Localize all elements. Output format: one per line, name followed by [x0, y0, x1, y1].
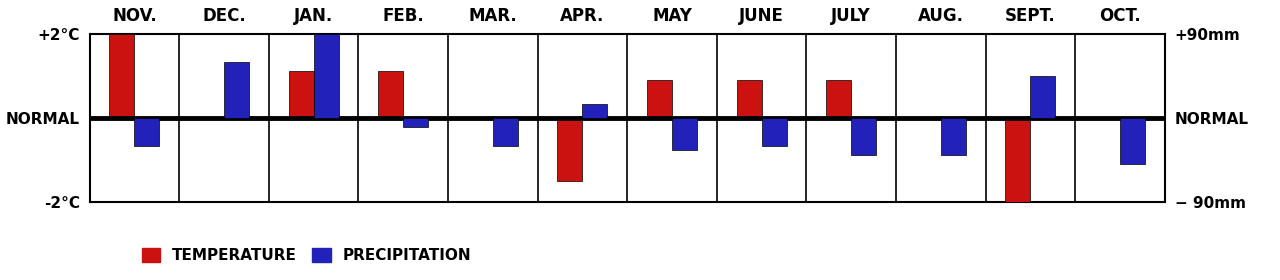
Bar [762, 118, 787, 146]
Bar [314, 34, 339, 118]
Bar [582, 104, 608, 118]
Bar [288, 71, 314, 118]
Bar [134, 118, 160, 146]
Bar [672, 118, 698, 150]
Bar [851, 118, 877, 155]
Legend: TEMPERATURE, PRECIPITATION: TEMPERATURE, PRECIPITATION [136, 242, 477, 270]
Bar [557, 118, 582, 181]
Bar [493, 118, 518, 146]
Bar [1120, 118, 1146, 164]
Bar [109, 34, 134, 118]
Bar [646, 80, 672, 118]
Bar [1030, 76, 1056, 118]
Bar [224, 62, 250, 118]
Bar [1005, 118, 1030, 202]
Bar [941, 118, 966, 155]
Bar [736, 80, 762, 118]
Bar [826, 80, 851, 118]
Bar [403, 118, 429, 127]
Bar [378, 71, 403, 118]
